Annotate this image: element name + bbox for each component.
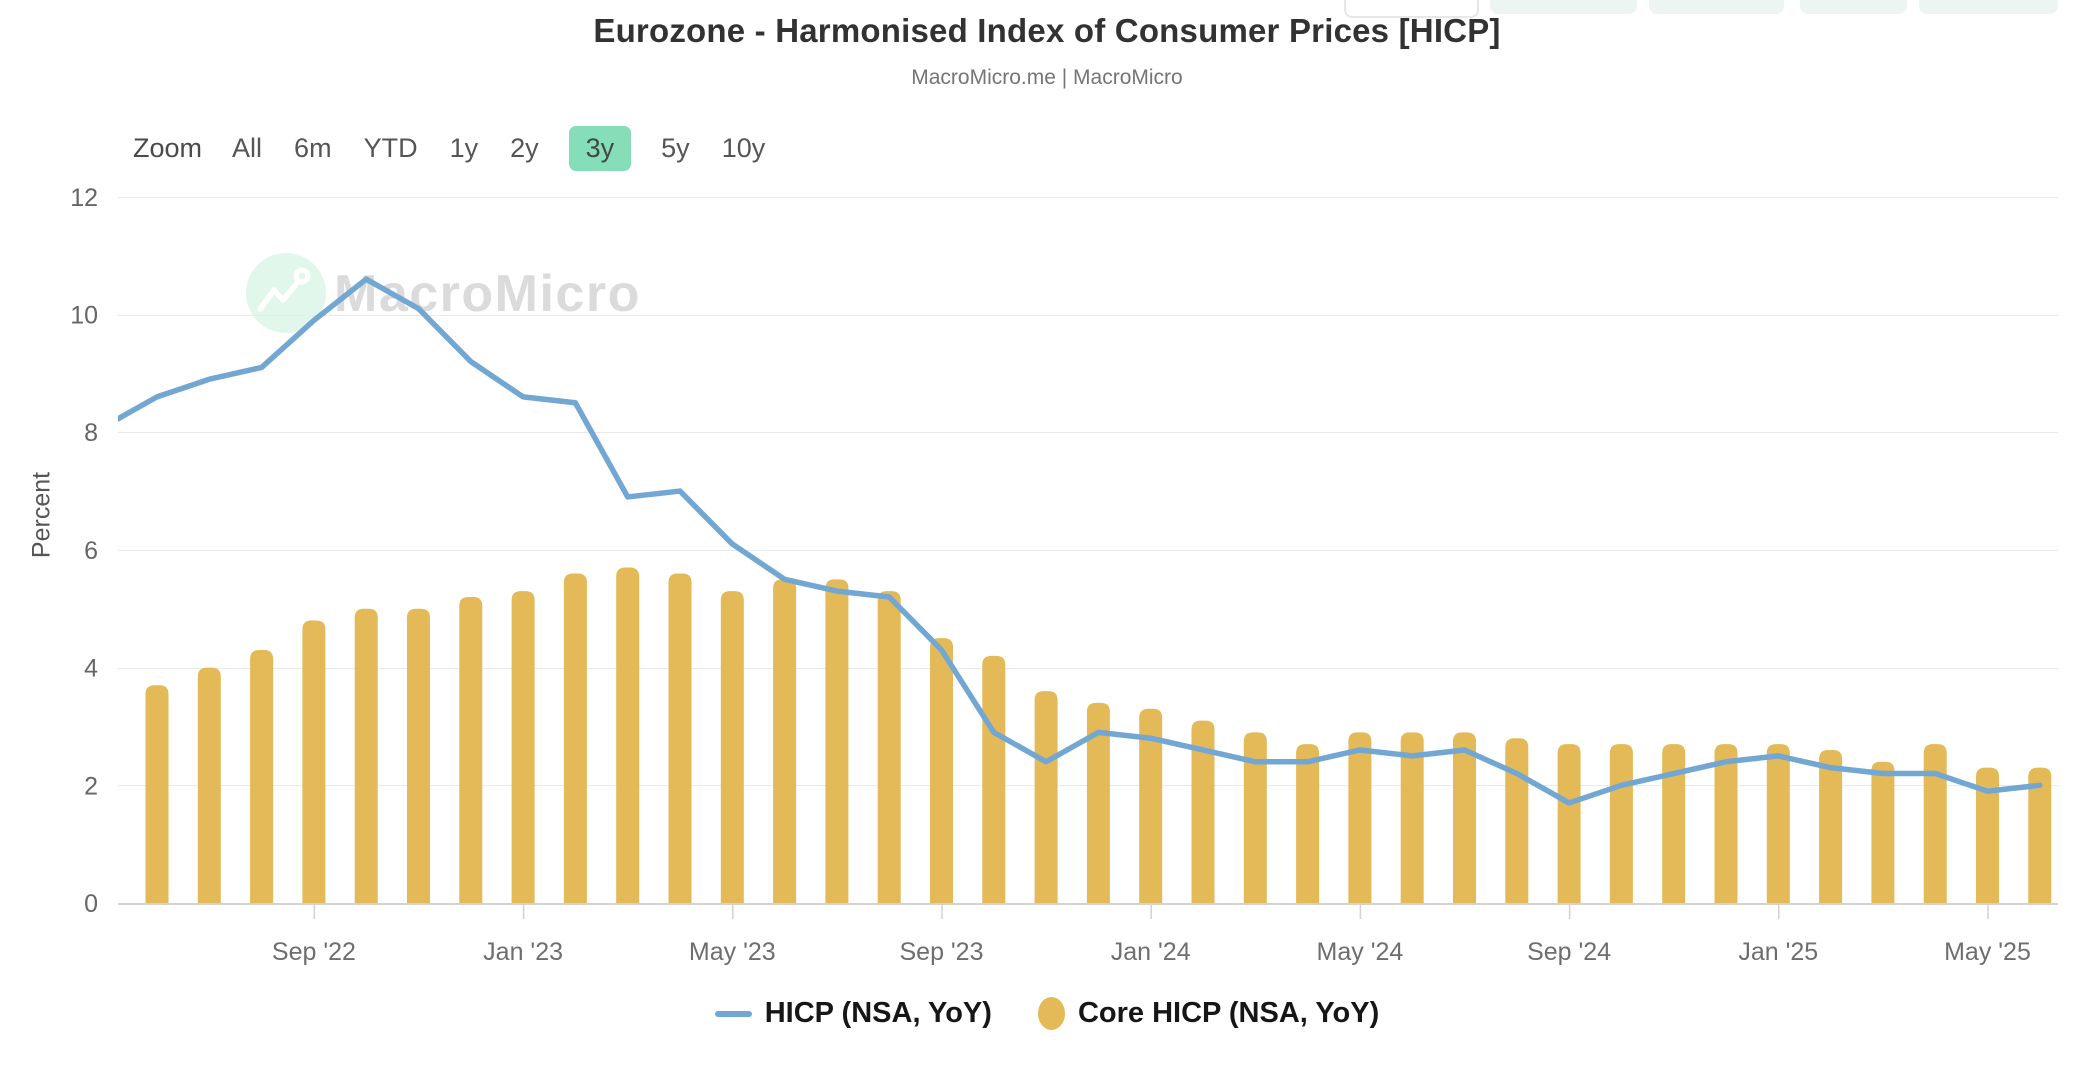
toolbar-chip-5[interactable] [1919,0,2058,14]
page-title: Eurozone - Harmonised Index of Consumer … [593,12,1501,49]
bar-Jun22[interactable] [145,685,169,903]
range-button-3y[interactable]: 3y [568,125,632,171]
range-selector: Zoom All 6m YTD 1y 2y 3y 5y 10y [133,124,767,172]
toolbar-chip-3[interactable] [1649,0,1784,14]
bar-Jan23[interactable] [511,591,535,903]
toolbar-chip-4[interactable] [1800,0,1907,14]
bar-Aug24[interactable] [1505,738,1529,903]
bar-Jan24[interactable] [1139,708,1163,903]
bar-Feb24[interactable] [1191,720,1215,903]
bar-Jul24[interactable] [1453,732,1476,903]
bar-May23[interactable] [720,591,744,903]
y-axis-label-0: 0 [84,890,98,918]
x-axis-label-Jan25: Jan '25 [1738,938,1818,966]
x-axis-label-Sep22: Sep '22 [272,938,356,966]
y-axis-label-12: 12 [70,184,98,212]
x-axis-label-May24: May '24 [1317,938,1404,966]
y-axis-label-4: 4 [84,655,98,683]
bar-Feb23[interactable] [563,573,587,903]
bar-Jul22[interactable] [197,667,221,903]
legend-item-core-hicp[interactable]: Core HICP (NSA, YoY) [1037,997,1380,1030]
range-button-all[interactable]: All [232,132,263,163]
x-axis-label-May25: May '25 [1944,938,2031,966]
chart-legend: HICP (NSA, YoY) Core HICP (NSA, YoY) [0,997,2094,1030]
bar-May24[interactable] [1348,732,1372,903]
bar-Mar24[interactable] [1243,732,1267,903]
range-button-2y[interactable]: 2y [510,132,539,163]
y-axis-label-10: 10 [70,302,98,330]
bar-Dec24[interactable] [1714,744,1738,903]
watermark-logo-dot-icon [293,267,311,285]
y-axis-label-6: 6 [84,537,98,565]
hicp-line-series[interactable] [105,276,2043,806]
toolbar-chip-2[interactable] [1490,0,1637,14]
bar-Apr25[interactable] [1923,744,1947,903]
range-button-6m[interactable]: 6m [294,132,332,163]
legend-item-hicp[interactable]: HICP (NSA, YoY) [714,997,992,1030]
bar-Nov22[interactable] [407,608,430,903]
bar-Nov23[interactable] [1034,691,1058,903]
legend-label-core-hicp: Core HICP (NSA, YoY) [1077,997,1380,1029]
range-button-5y[interactable]: 5y [661,132,690,163]
bar-May25[interactable] [1976,767,1999,903]
range-button-1y[interactable]: 1y [449,132,479,163]
toolbar-chip-1[interactable] [1344,0,1479,18]
hicp-line-swatch-icon [714,1010,752,1017]
x-axis-label-Jan23: Jan '23 [483,938,563,966]
x-axis-label-Jan24: Jan '24 [1111,938,1191,966]
bar-Dec23[interactable] [1086,702,1110,903]
range-button-ytd[interactable]: YTD [363,132,418,163]
bar-Mar23[interactable] [616,567,640,903]
bar-Jan25[interactable] [1766,744,1790,903]
bar-Feb25[interactable] [1819,749,1843,903]
bar-Nov24[interactable] [1662,744,1686,903]
bar-Dec22[interactable] [459,596,483,903]
bar-Apr24[interactable] [1296,744,1320,903]
bar-Aug22[interactable] [250,649,274,903]
bar-Mar25[interactable] [1871,761,1895,903]
bar-Oct24[interactable] [1609,744,1633,903]
bar-Sep22[interactable] [302,620,326,903]
watermark-text: MacroMicro [334,265,641,323]
legend-label-hicp: HICP (NSA, YoY) [764,997,992,1029]
y-axis-label-2: 2 [84,772,98,800]
page-subtitle: MacroMicro.me | MacroMicro [911,66,1183,89]
bar-Sep24[interactable] [1557,744,1581,903]
bar-Apr23[interactable] [668,573,692,903]
bar-Sep23[interactable] [930,638,953,903]
x-axis-label-May23: May '23 [689,938,776,966]
bar-Jul23[interactable] [825,579,849,903]
bar-Jun24[interactable] [1400,732,1424,903]
bar-Aug23[interactable] [877,591,901,903]
bar-Oct23[interactable] [982,655,1006,903]
bar-Jun25[interactable] [2028,767,2052,903]
range-button-10y[interactable]: 10y [721,132,766,163]
watermark-logo-chart-icon [257,279,301,312]
bar-Oct22[interactable] [354,608,378,903]
y-axis-label-8: 8 [84,419,98,447]
bar-Jun23[interactable] [773,579,797,903]
core-hicp-bar-swatch-icon [1037,997,1065,1030]
zoom-label: Zoom [133,132,203,163]
x-axis-label-Sep24: Sep '24 [1527,938,1611,966]
x-axis-label-Sep23: Sep '23 [899,938,983,966]
range-buttons: All 6m YTD 1y 2y 3y 5y 10y [230,125,767,171]
